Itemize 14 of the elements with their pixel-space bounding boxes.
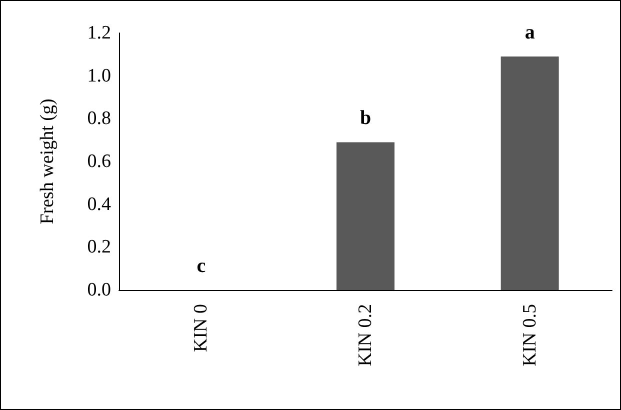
x-tick-label: KIN 0.2 xyxy=(355,304,376,366)
y-tick-label: 1.2 xyxy=(87,22,111,44)
annotation: c xyxy=(196,255,206,277)
annotation: b xyxy=(360,107,372,130)
y-tick-label: 0.6 xyxy=(87,151,111,172)
y-tick-label: 0.4 xyxy=(87,194,112,215)
annotation: a xyxy=(524,22,535,44)
y-tick-label: 1.0 xyxy=(87,65,111,86)
y-tick-label: 0.8 xyxy=(87,108,111,130)
x-tick-label: KIN 0.5 xyxy=(519,304,540,366)
y-axis-title: Fresh weight (g) xyxy=(37,98,58,224)
y-tick-label: 0.2 xyxy=(87,236,111,258)
x-tick-label: KIN 0 xyxy=(190,304,212,352)
y-tick-label: 0.0 xyxy=(87,280,111,300)
